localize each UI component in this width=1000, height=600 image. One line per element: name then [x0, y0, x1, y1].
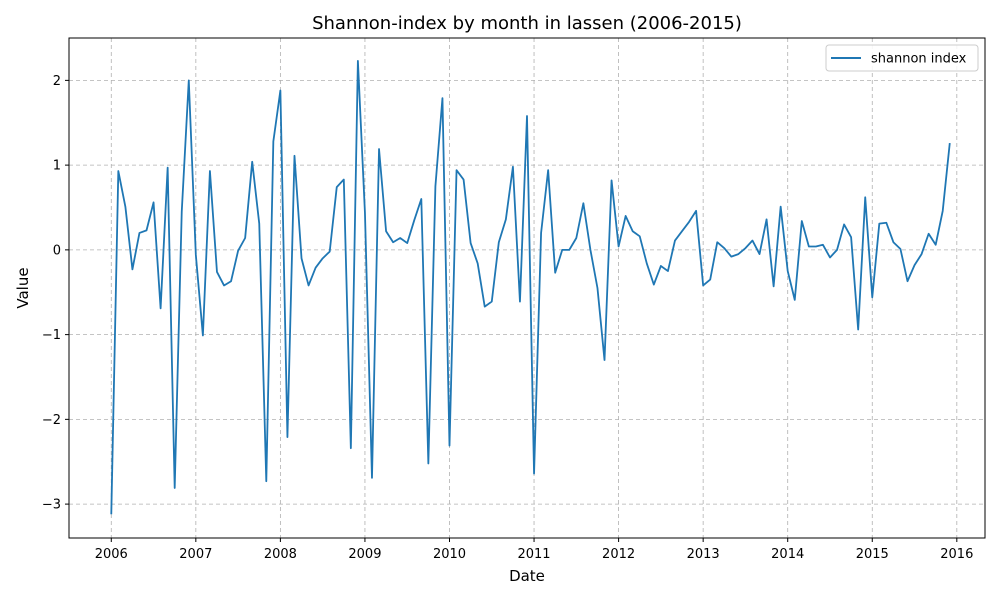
y-tick-label: 1: [53, 159, 61, 174]
x-tick-label: 2016: [940, 547, 973, 562]
x-tick-label: 2008: [264, 547, 297, 562]
x-axis: 2006 2007 2008 2009 2010 2011 2012 2013 2014 2015…: [95, 538, 973, 562]
y-axis: −3 −2 −1 0 1 2: [42, 74, 69, 513]
y-axis-label: Value: [14, 267, 32, 308]
legend: shannon index: [825, 44, 979, 72]
x-tick-label: 2010: [433, 547, 466, 562]
x-tick-label: 2009: [348, 547, 381, 562]
x-tick-label: 2013: [687, 547, 720, 562]
series-line-shannon-index: [110, 59, 951, 515]
legend-box: [825, 44, 979, 72]
x-axis-label: Date: [509, 567, 545, 585]
x-tick-label: 2012: [602, 547, 635, 562]
y-tick-label: 0: [53, 243, 61, 258]
x-tick-label: 2014: [771, 547, 804, 562]
y-tick-label: −3: [42, 498, 61, 513]
y-tick-label: −1: [42, 328, 61, 343]
y-tick-label: 2: [53, 74, 61, 89]
x-tick-label: 2007: [179, 547, 212, 562]
x-tick-label: 2015: [856, 547, 889, 562]
series-layer: [110, 59, 951, 515]
chart-title: Shannon-index by month in lassen (2006-2…: [312, 13, 742, 34]
grid-lines: [69, 38, 985, 538]
plot-frame: [68, 37, 986, 539]
x-tick-label: 2011: [517, 547, 550, 562]
x-tick-label: 2006: [95, 547, 128, 562]
y-tick-label: −2: [42, 413, 61, 428]
legend-label: shannon index: [871, 52, 967, 67]
